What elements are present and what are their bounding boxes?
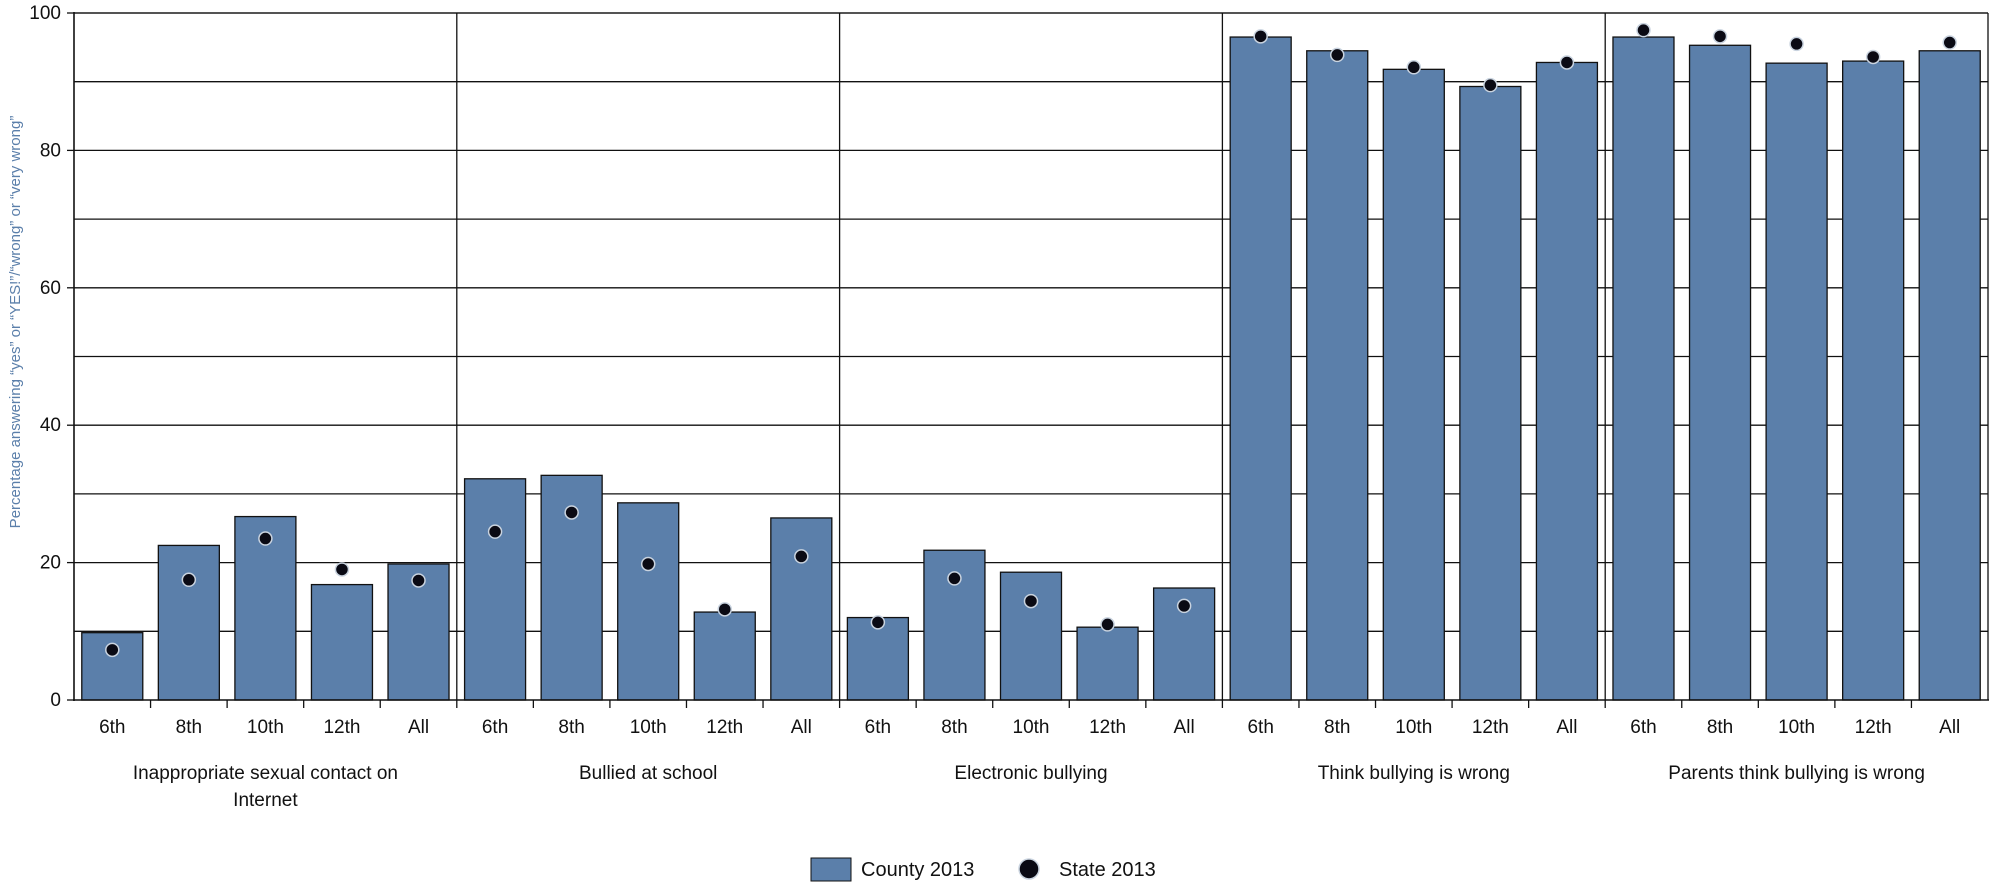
category-label: All xyxy=(1556,717,1577,738)
category-label: 6th xyxy=(865,717,891,738)
y-axis-title: Percentage answering “yes” or “YES!”/“wr… xyxy=(7,116,24,529)
county-bar xyxy=(1688,44,1752,701)
state-marker xyxy=(1942,35,1957,50)
county-bar xyxy=(693,611,756,701)
county-bar xyxy=(1842,60,1905,701)
state-marker xyxy=(564,505,579,520)
county-bar xyxy=(463,478,527,701)
state-marker xyxy=(105,642,120,658)
legend-county-swatch xyxy=(810,857,852,882)
category-label: All xyxy=(1939,717,1960,738)
y-tick-label: 20 xyxy=(40,553,61,574)
state-marker xyxy=(334,562,350,577)
category-label: 8th xyxy=(558,717,584,738)
y-tick-label: 100 xyxy=(29,3,61,24)
legend-state-label: State 2013 xyxy=(1059,859,1156,881)
category-label: All xyxy=(1174,717,1195,738)
state-marker xyxy=(1176,598,1192,614)
category-label: 10th xyxy=(630,717,667,738)
category-label: 6th xyxy=(482,717,508,738)
group-label-line: Parents think bullying is wrong xyxy=(1668,763,1925,784)
y-tick-label: 40 xyxy=(40,415,61,436)
category-label: 6th xyxy=(1247,717,1273,738)
category-label: 12th xyxy=(706,717,743,738)
axes xyxy=(67,12,1989,708)
category-label: 12th xyxy=(1855,717,1892,738)
county-bar xyxy=(617,502,680,701)
state-marker xyxy=(947,571,962,586)
group-label-line: Bullied at school xyxy=(579,763,717,784)
state-marker xyxy=(411,573,426,588)
category-label: 6th xyxy=(99,717,125,738)
legend-county-label: County 2013 xyxy=(861,859,974,881)
state-marker xyxy=(181,572,197,588)
county-bar xyxy=(1535,61,1599,701)
category-label: 8th xyxy=(176,717,202,738)
state-marker xyxy=(794,549,809,564)
state-marker xyxy=(640,556,656,572)
county-bar xyxy=(157,544,220,701)
state-marker xyxy=(1789,36,1804,52)
category-label: All xyxy=(408,717,429,738)
state-marker xyxy=(870,615,886,630)
state-marker xyxy=(258,531,273,546)
state-marker xyxy=(1253,29,1268,44)
county-bar xyxy=(1229,36,1292,701)
group-label: Inappropriate sexual contact on Internet xyxy=(133,763,398,811)
legend: County 2013 State 2013 xyxy=(810,857,1156,882)
category-label: All xyxy=(791,717,812,738)
category-label: 12th xyxy=(323,717,360,738)
group-label-line: Electronic bullying xyxy=(954,763,1107,784)
state-marker xyxy=(1865,49,1881,65)
group-label-line: Think bullying is wrong xyxy=(1318,763,1510,784)
county-bar xyxy=(1765,62,1828,701)
category-label: 6th xyxy=(1630,717,1656,738)
county-bar xyxy=(1918,50,1981,701)
legend-state-marker xyxy=(1018,858,1040,880)
county-bar xyxy=(1076,626,1139,701)
county-bar xyxy=(1306,50,1369,701)
state-marker xyxy=(1023,593,1039,609)
county-bar xyxy=(234,515,297,701)
category-label: 12th xyxy=(1472,717,1509,738)
category-label: 12th xyxy=(1089,717,1126,738)
state-marker xyxy=(1406,60,1422,75)
category-label: 8th xyxy=(941,717,967,738)
county-bar xyxy=(1382,68,1445,701)
county-bar xyxy=(310,583,374,701)
state-marker xyxy=(487,524,503,539)
group-label: Parents think bullying is wrong xyxy=(1668,763,1925,784)
y-tick-label: 0 xyxy=(50,690,61,711)
category-label: 10th xyxy=(1395,717,1432,738)
group-label: Think bullying is wrong xyxy=(1318,763,1510,784)
group-label-line: Internet xyxy=(233,790,298,811)
y-tick-label: 80 xyxy=(40,140,61,161)
county-bar xyxy=(1612,36,1675,701)
axis-labels: 0 20 40 60 80 100 6th 8th 10th 12th All Inappropria… xyxy=(29,3,1960,811)
state-marker xyxy=(1329,47,1345,63)
category-label: 8th xyxy=(1707,717,1733,738)
state-marker xyxy=(717,602,733,617)
county-bar xyxy=(770,517,833,701)
state-marker xyxy=(1636,22,1651,38)
y-tick-label: 60 xyxy=(40,278,61,299)
group-label: Bullied at school xyxy=(579,763,717,784)
gridlines xyxy=(74,12,1989,700)
state-marker xyxy=(1483,77,1498,93)
category-label: 10th xyxy=(247,717,284,738)
category-label: 10th xyxy=(1013,717,1050,738)
county-bar xyxy=(1459,85,1522,701)
county-bar xyxy=(999,571,1063,701)
state-marker xyxy=(1559,55,1575,70)
category-label: 10th xyxy=(1778,717,1815,738)
state-markers xyxy=(105,22,1957,658)
state-marker xyxy=(1712,29,1728,44)
group-label-line: Inappropriate sexual contact on xyxy=(133,763,398,784)
group-label: Electronic bullying xyxy=(954,763,1107,784)
county-bar xyxy=(846,616,910,701)
category-label: 8th xyxy=(1324,717,1350,738)
state-marker xyxy=(1100,617,1115,632)
